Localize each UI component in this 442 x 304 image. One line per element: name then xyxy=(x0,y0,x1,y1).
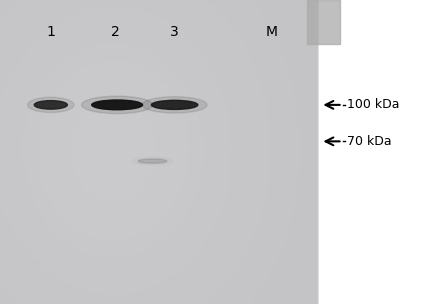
Ellipse shape xyxy=(142,97,207,113)
Ellipse shape xyxy=(28,97,74,112)
Ellipse shape xyxy=(82,96,153,114)
Text: 100 kDa: 100 kDa xyxy=(347,98,400,111)
Bar xyxy=(307,0,340,44)
Bar xyxy=(318,0,442,304)
Bar xyxy=(0,0,318,304)
Text: 1: 1 xyxy=(46,25,55,39)
Ellipse shape xyxy=(34,101,68,109)
Text: 2: 2 xyxy=(110,25,119,39)
Text: 3: 3 xyxy=(170,25,179,39)
Ellipse shape xyxy=(92,100,143,110)
Text: M: M xyxy=(266,25,278,39)
Ellipse shape xyxy=(138,159,167,163)
Ellipse shape xyxy=(151,100,198,109)
Text: 70 kDa: 70 kDa xyxy=(347,135,392,148)
